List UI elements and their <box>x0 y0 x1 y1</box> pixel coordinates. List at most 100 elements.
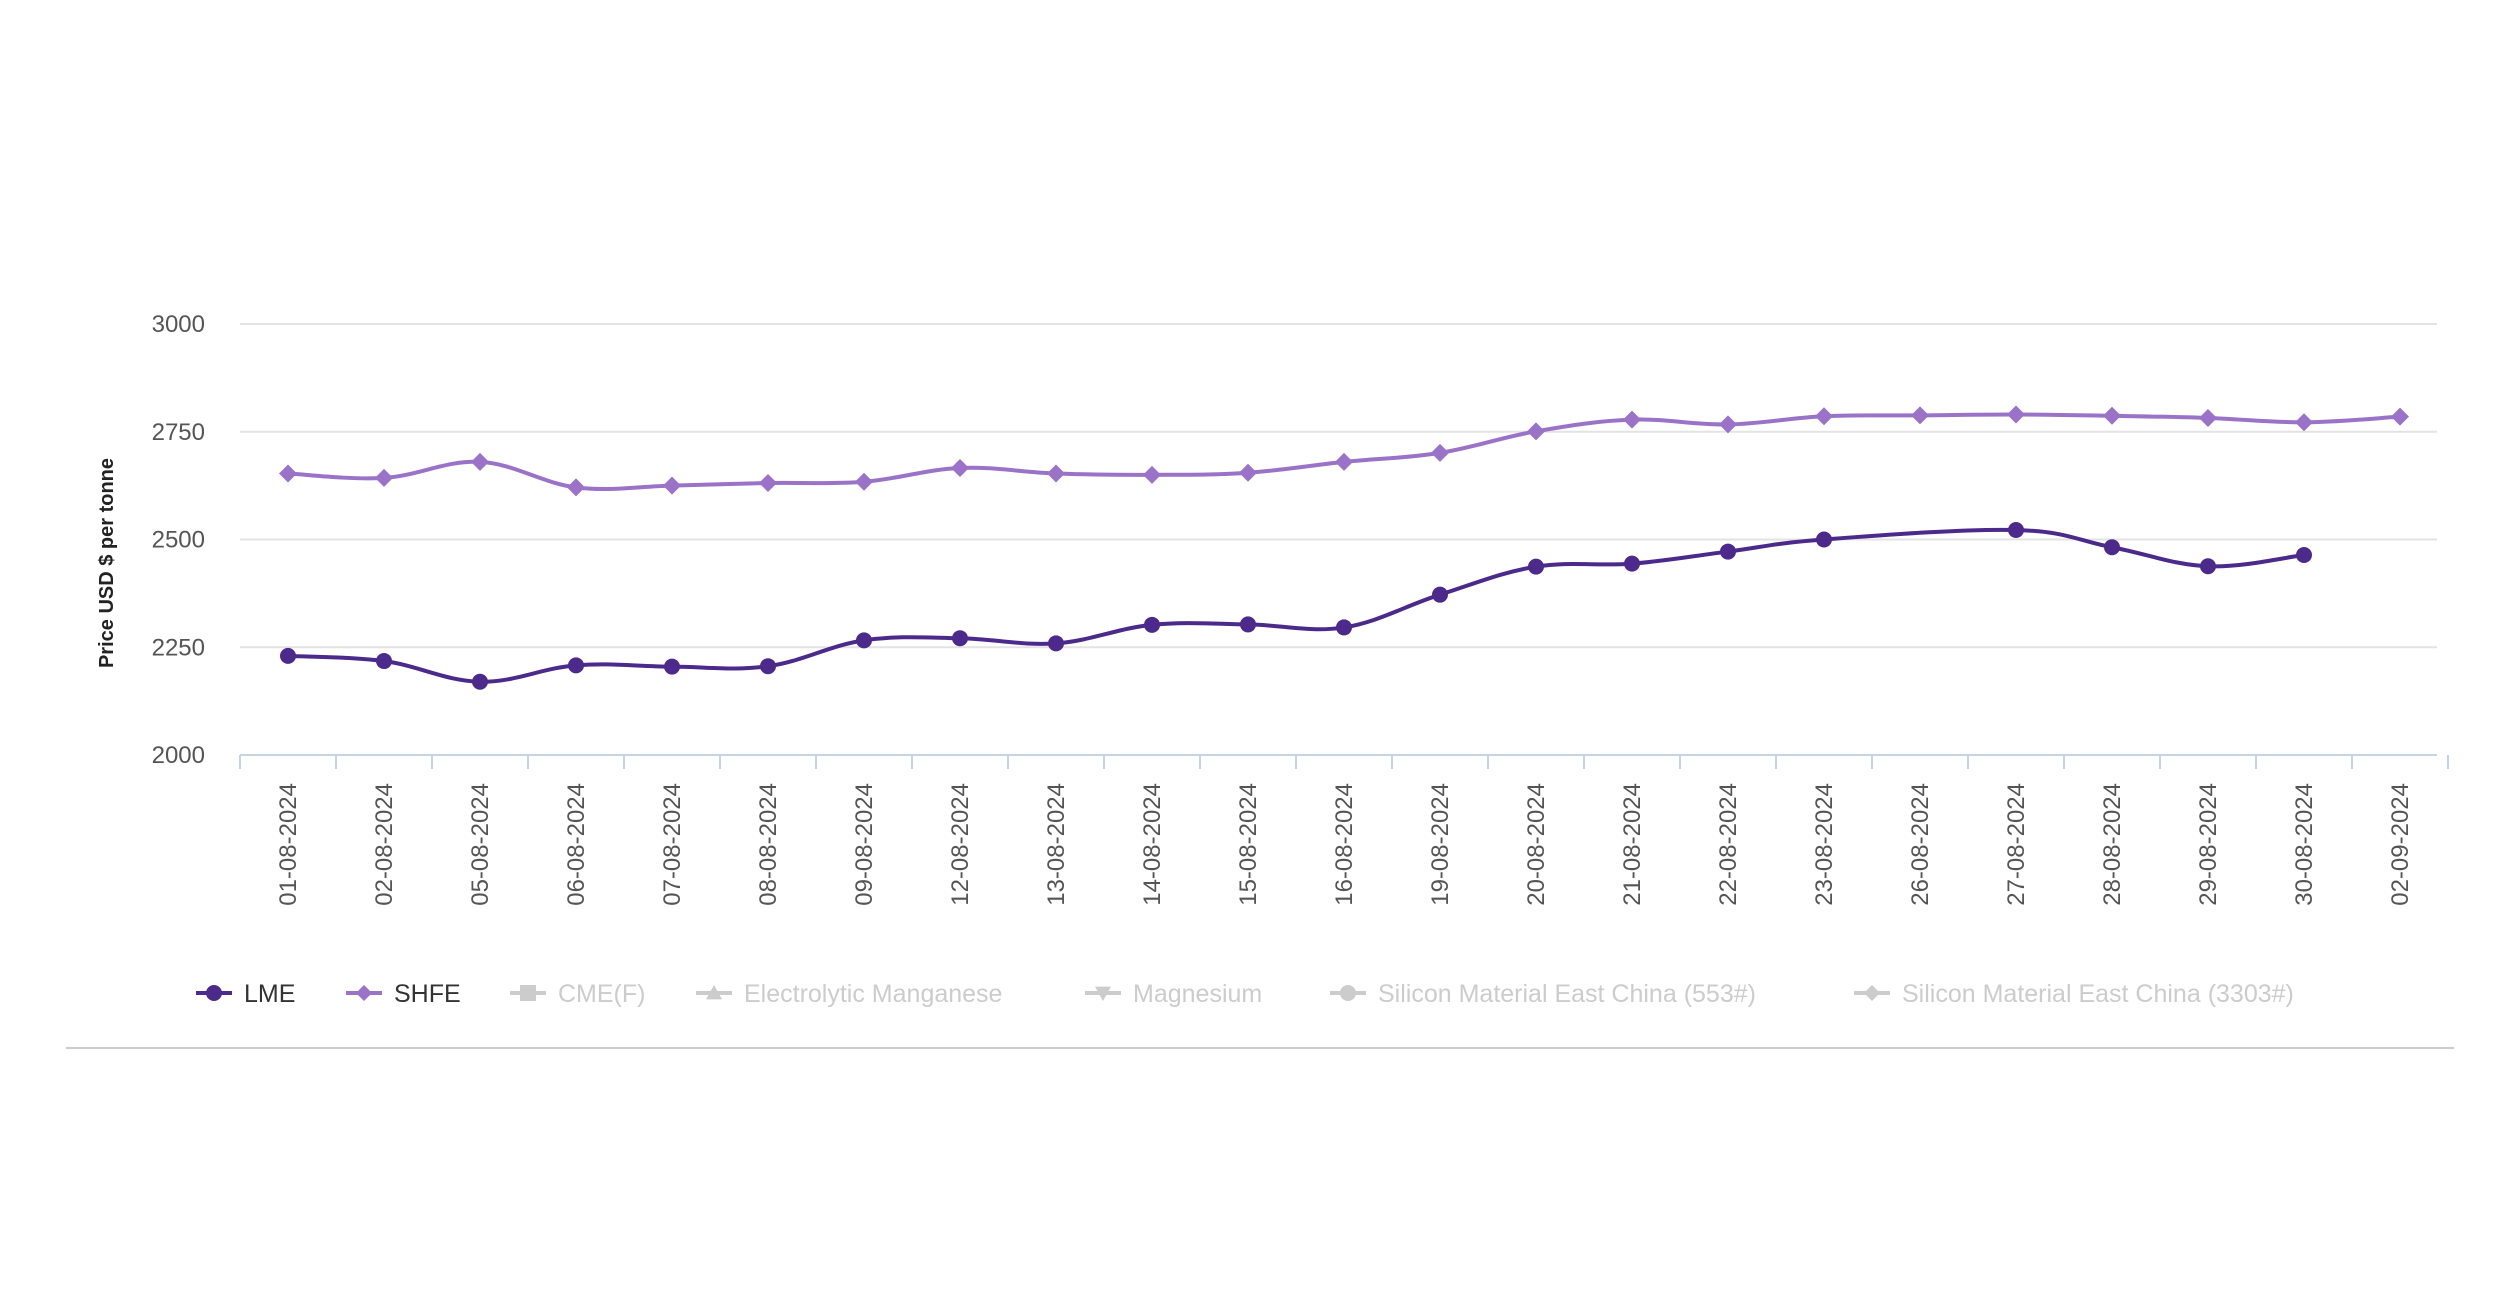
x-tick-label: 19-08-2024 <box>1427 783 1454 906</box>
y-tick-label: 2500 <box>152 527 205 554</box>
data-point-shfe[interactable] <box>1239 463 1257 482</box>
x-tick-label: 16-08-2024 <box>1331 783 1358 906</box>
data-point-lme[interactable] <box>1336 619 1352 636</box>
data-point-lme[interactable] <box>280 647 296 664</box>
data-point-lme[interactable] <box>472 673 488 690</box>
data-point-lme[interactable] <box>952 630 968 647</box>
x-tick-label: 20-08-2024 <box>1523 783 1550 906</box>
data-point-lme[interactable] <box>664 658 680 675</box>
legend-item-electrolytic-manganese[interactable]: Electrolytic Manganese <box>696 980 1002 1008</box>
diamond-icon[interactable] <box>1864 985 1880 1001</box>
data-point-shfe[interactable] <box>1815 407 1833 426</box>
x-tick-label: 12-08-2024 <box>947 783 974 906</box>
data-point-shfe[interactable] <box>2199 408 2217 427</box>
diamond-icon[interactable] <box>356 985 372 1001</box>
legend-label: Magnesium <box>1133 980 1262 1008</box>
data-point-shfe[interactable] <box>1047 464 1065 483</box>
data-point-shfe[interactable] <box>2391 407 2409 426</box>
legend-label: CME(F) <box>558 980 645 1008</box>
data-point-lme[interactable] <box>1624 555 1640 572</box>
y-axis-label: Price USD $ per tonne <box>96 458 118 668</box>
data-point-lme[interactable] <box>2200 558 2216 575</box>
legend-item-magnesium[interactable]: Magnesium <box>1085 980 1262 1008</box>
triangle-down-icon <box>1095 986 1111 1001</box>
data-point-shfe[interactable] <box>2295 413 2313 432</box>
data-point-shfe[interactable] <box>855 472 873 491</box>
x-tick-label: 27-08-2024 <box>2003 783 2030 906</box>
series-line-shfe <box>286 412 2402 492</box>
x-tick-label: 01-08-2024 <box>275 783 302 906</box>
chart-legend[interactable]: LME SHFE CME(F) Electrolytic Manganese Magne… <box>196 980 2294 1008</box>
data-point-shfe[interactable] <box>567 478 585 497</box>
legend-label: Silicon Material East China (553#) <box>1378 980 1756 1008</box>
data-point-lme[interactable] <box>856 632 872 649</box>
data-point-lme[interactable] <box>1144 616 1160 633</box>
x-tick-label: 13-08-2024 <box>1043 783 1070 906</box>
data-point-shfe[interactable] <box>2007 405 2025 424</box>
data-point-lme[interactable] <box>760 658 776 675</box>
x-tick-label: 22-08-2024 <box>1715 783 1742 906</box>
data-point-lme[interactable] <box>568 657 584 674</box>
data-point-lme[interactable] <box>1432 586 1448 603</box>
x-tick-label: 02-09-2024 <box>2387 783 2414 906</box>
y-axis: Price USD $ per tonne 3000 2750 2500 2250 20… <box>96 311 205 769</box>
data-point-shfe[interactable] <box>1143 465 1161 484</box>
data-point-lme[interactable] <box>2104 539 2120 556</box>
data-point-shfe[interactable] <box>2103 406 2121 425</box>
data-point-lme[interactable] <box>1528 558 1544 575</box>
data-point-lme[interactable] <box>1240 616 1256 633</box>
x-tick-label: 15-08-2024 <box>1235 783 1262 906</box>
x-tick-label: 05-08-2024 <box>467 783 494 906</box>
y-tick-label: 2750 <box>152 419 205 446</box>
data-point-lme[interactable] <box>376 653 392 670</box>
data-point-shfe[interactable] <box>1431 443 1449 462</box>
x-tick-label: 07-08-2024 <box>659 783 686 906</box>
series-lme <box>280 522 2312 690</box>
x-tick-label: 23-08-2024 <box>1811 783 1838 906</box>
series-plot-area <box>279 405 2409 690</box>
data-point-shfe[interactable] <box>1911 406 1929 425</box>
x-tick-label: 14-08-2024 <box>1139 783 1166 906</box>
triangle-icon <box>706 985 722 1000</box>
data-point-shfe[interactable] <box>1527 422 1545 441</box>
y-tick-label: 2250 <box>152 634 205 661</box>
data-point-shfe[interactable] <box>759 474 777 493</box>
data-point-shfe[interactable] <box>1719 415 1737 434</box>
gridlines <box>240 323 2437 649</box>
square-icon <box>520 985 536 1001</box>
legend-item-lme[interactable]: LME <box>196 980 295 1008</box>
data-point-lme[interactable] <box>1048 635 1064 652</box>
legend-item-silicon-material-east-china-553[interactable]: Silicon Material East China (553#) <box>1330 980 1756 1008</box>
legend-item-shfe[interactable]: SHFE <box>346 980 461 1008</box>
x-axis: 01-08-2024 02-08-2024 05-08-2024 06-08-2024… <box>239 754 2449 906</box>
legend-item-silicon-material-east-china-3303[interactable]: Silicon Material East China (3303#) <box>1854 980 2294 1008</box>
data-point-shfe[interactable] <box>1335 452 1353 471</box>
data-point-shfe[interactable] <box>663 476 681 495</box>
x-tick-label: 06-08-2024 <box>563 783 590 906</box>
x-tick-label: 21-08-2024 <box>1619 783 1646 906</box>
x-tick-label: 26-08-2024 <box>1907 783 1934 906</box>
data-point-shfe[interactable] <box>375 468 393 487</box>
legend-item-cme-f[interactable]: CME(F) <box>510 980 645 1008</box>
data-point-lme[interactable] <box>1720 543 1736 560</box>
data-point-shfe[interactable] <box>1623 410 1641 429</box>
legend-label: SHFE <box>394 980 461 1008</box>
x-tick-label: 02-08-2024 <box>371 783 398 906</box>
legend-label: Electrolytic Manganese <box>744 980 1002 1008</box>
x-tick-label: 09-08-2024 <box>851 783 878 906</box>
x-tick-label: 28-08-2024 <box>2099 783 2126 906</box>
legend-label: LME <box>244 980 295 1008</box>
data-point-lme[interactable] <box>1816 531 1832 548</box>
data-point-lme[interactable] <box>2296 547 2312 564</box>
data-point-shfe[interactable] <box>279 464 297 483</box>
x-tick-label: 29-08-2024 <box>2195 783 2222 906</box>
circle-icon[interactable] <box>1340 985 1356 1001</box>
data-point-shfe[interactable] <box>471 452 489 471</box>
data-point-lme[interactable] <box>2008 522 2024 539</box>
circle-icon[interactable] <box>206 985 222 1001</box>
x-tick-label: 08-08-2024 <box>755 783 782 906</box>
data-point-shfe[interactable] <box>951 458 969 477</box>
y-tick-label: 2000 <box>152 742 205 769</box>
